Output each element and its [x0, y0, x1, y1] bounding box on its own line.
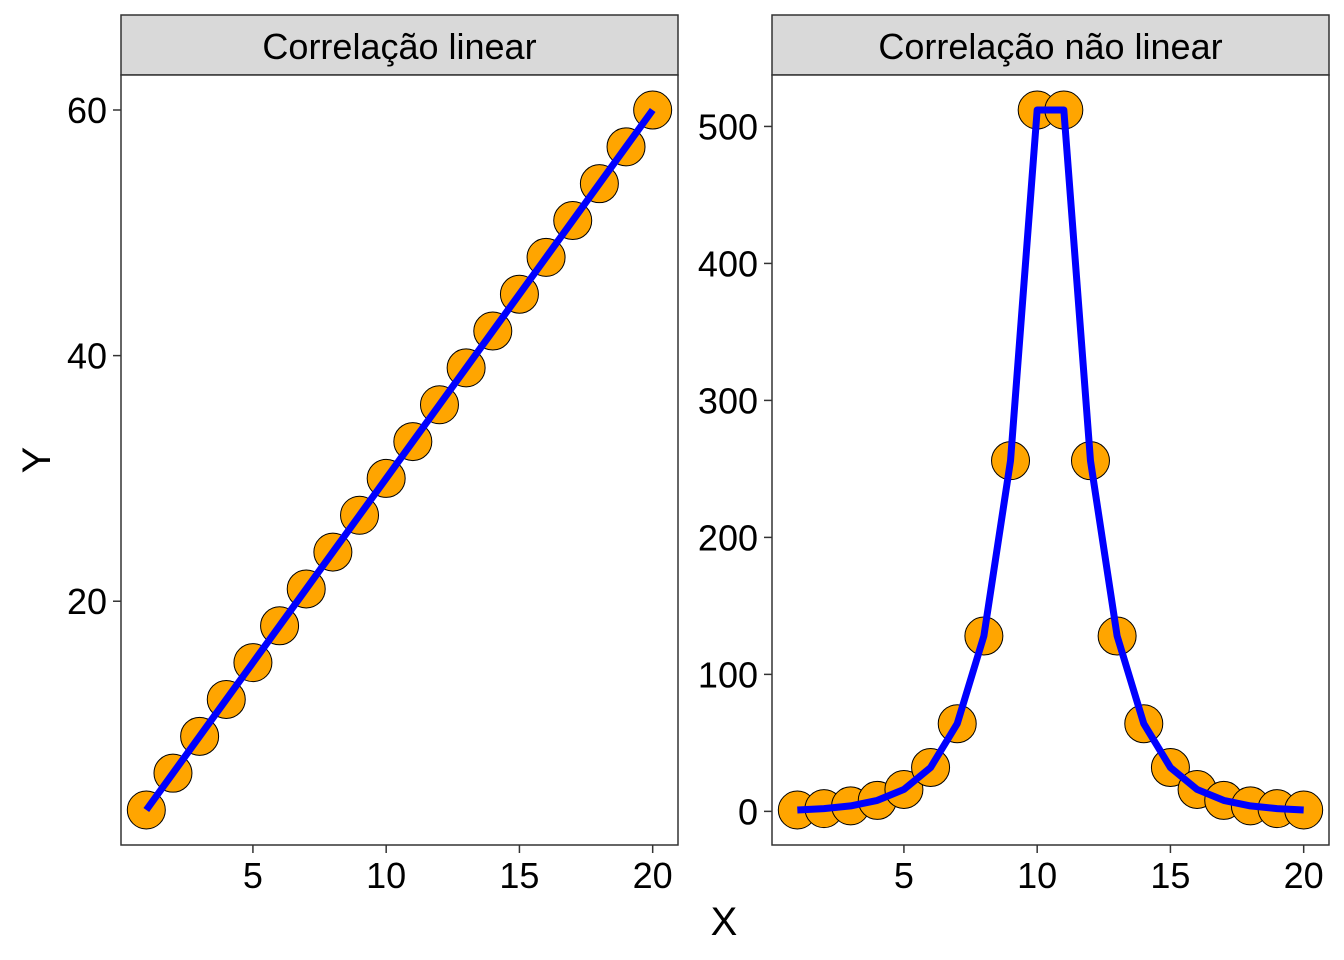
y-tick-label: 40: [67, 336, 107, 377]
x-tick-label: 5: [243, 855, 263, 896]
marks-linear: 5 10 15 20 20 40 60: [67, 90, 673, 896]
series-line: [143, 107, 656, 813]
x-tick-label: 10: [1017, 855, 1057, 896]
y-tick-label: 200: [698, 517, 758, 558]
x-tick-label: 20: [633, 855, 673, 896]
strip-linear: [120, 14, 679, 76]
x-tick-label: 15: [1150, 855, 1190, 896]
y-tick-label: 500: [698, 106, 758, 147]
x-tick-label: 5: [894, 855, 914, 896]
x-tick-label: 15: [499, 855, 539, 896]
y-tick-label: 100: [698, 654, 758, 695]
plot-area-nonlinear: [771, 74, 1330, 846]
x-tick-label: 20: [1284, 855, 1324, 896]
y-axis-title: Y: [15, 447, 59, 474]
x-tick-label: 10: [366, 855, 406, 896]
x-axis-title: X: [711, 900, 738, 944]
strip-label-nonlinear: Correlação não linear: [878, 26, 1222, 67]
y-tick-label: 20: [67, 581, 107, 622]
y-tick-label: 400: [698, 243, 758, 284]
y-tick-label: 300: [698, 380, 758, 421]
strip-label-linear: Correlação linear: [262, 26, 536, 67]
panel-nonlinear: Correlação não linear 5 10 15 2001002003004…: [698, 14, 1330, 896]
series-line: [797, 106, 1304, 814]
panel-linear: Correlação linear 5 10 15 20 20 40 60: [67, 14, 679, 896]
y-tick-label: 0: [738, 791, 758, 832]
strip-nonlinear: [771, 14, 1330, 76]
y-tick-label: 60: [67, 90, 107, 131]
